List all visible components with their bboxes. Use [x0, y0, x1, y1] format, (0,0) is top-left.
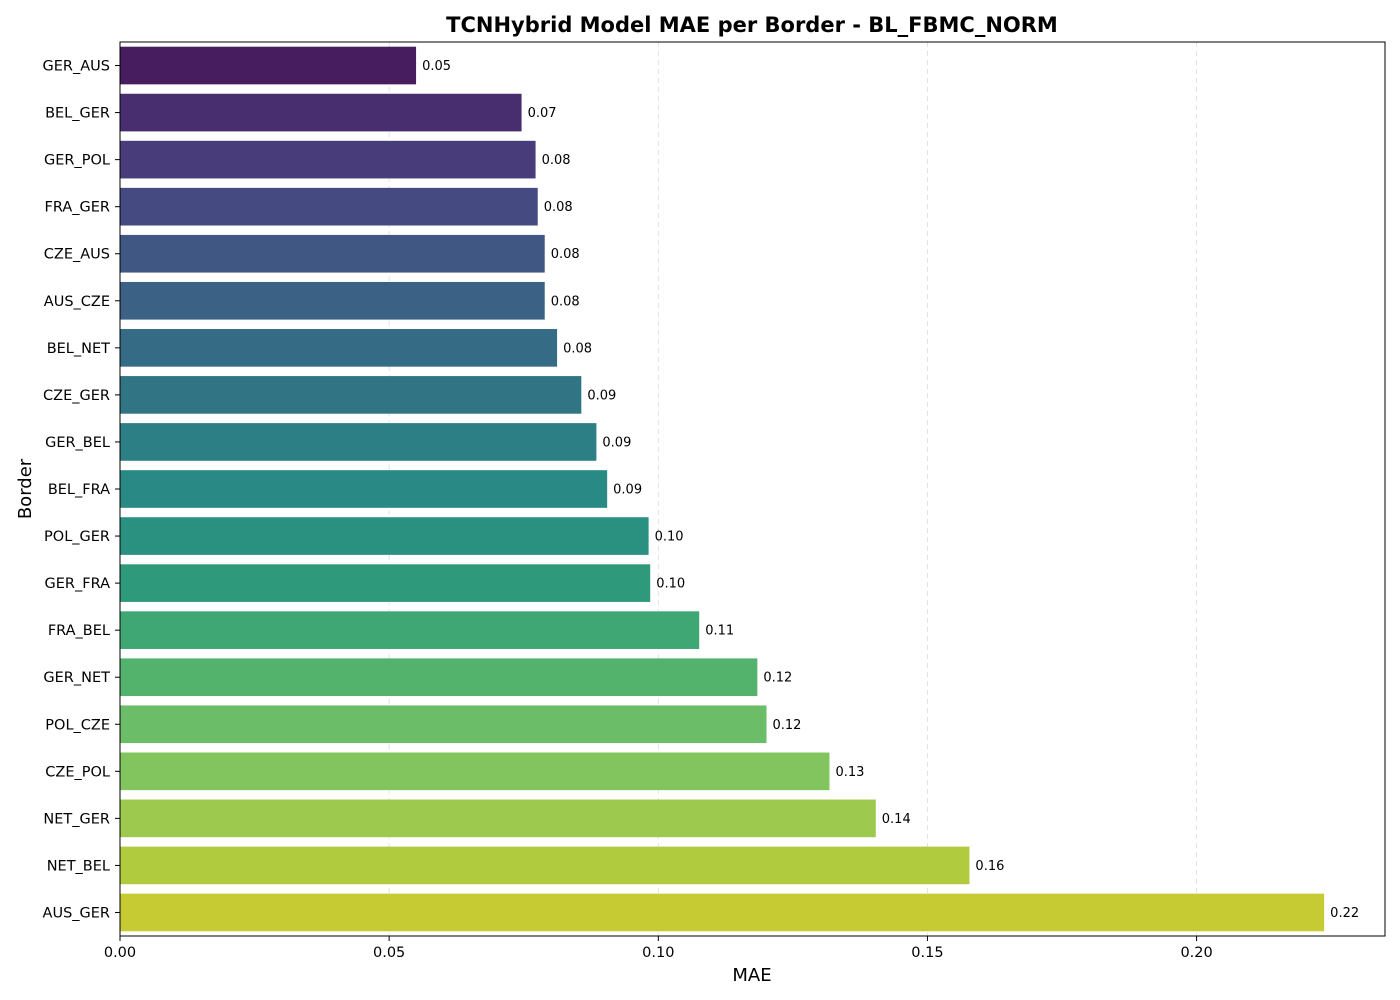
x-tick-label: 0.05 [373, 945, 405, 961]
bar-pol-ger [120, 517, 649, 555]
bar-bel-fra [120, 470, 608, 508]
bar-cze-aus [120, 234, 545, 273]
data-label: 0.09 [602, 435, 631, 450]
y-axis-label: Border [15, 458, 36, 519]
y-tick-label: CZE_POL [45, 764, 110, 780]
y-tick-label: GER_NET [43, 670, 110, 686]
data-label: 0.05 [422, 59, 451, 74]
data-label: 0.22 [1330, 906, 1359, 921]
y-axis-ticks: GER_AUS BEL_GER GER_POL FRA_GER CZE_AUS AUS_C… [43, 59, 120, 921]
y-tick-label: CZE_AUS [44, 247, 110, 263]
y-tick-label: FRA_BEL [48, 623, 110, 639]
bar-cze-ger [120, 376, 582, 414]
x-tick-label: 0.15 [911, 945, 943, 961]
data-label: 0.11 [705, 624, 734, 639]
y-tick-label: BEL_NET [47, 341, 110, 357]
data-label: 0.08 [563, 341, 592, 356]
bar-fra-ger [120, 187, 538, 226]
bar-bel-net [120, 329, 558, 367]
bar-cze-pol [120, 752, 830, 791]
y-tick-label: FRA_GER [45, 200, 110, 216]
data-label: 0.09 [613, 483, 642, 498]
y-tick-label: POL_GER [44, 529, 110, 545]
bar-fra-bel [120, 611, 700, 649]
value-labels: 0.05 0.07 0.08 0.08 0.08 0.08 0.08 0.09 0.09 0.09… [422, 59, 1359, 921]
y-tick-label: GER_FRA [45, 576, 111, 592]
bar-aus-cze [120, 281, 545, 320]
data-label: 0.10 [656, 577, 685, 592]
y-tick-label: BEL_FRA [48, 482, 110, 498]
data-label: 0.08 [551, 247, 580, 262]
y-tick-label: NET_GER [43, 811, 110, 827]
data-label: 0.07 [528, 106, 557, 121]
y-tick-label: GER_AUS [43, 59, 110, 75]
data-label: 0.12 [763, 671, 792, 686]
bars [120, 46, 1325, 932]
x-axis-label: MAE [732, 965, 771, 986]
y-tick-label: GER_POL [44, 153, 110, 169]
plot-frame [119, 41, 1386, 937]
x-tick-label: 0.00 [104, 945, 136, 961]
data-label: 0.16 [975, 859, 1004, 874]
data-label: 0.08 [551, 294, 580, 309]
bar-ger-fra [120, 564, 651, 602]
bar-ger-net [120, 658, 758, 697]
bar-aus-ger [120, 893, 1325, 932]
y-tick-label: POL_CZE [45, 717, 110, 733]
bar-net-bel [120, 846, 970, 885]
data-label: 0.10 [655, 530, 684, 545]
bar-ger-aus [120, 46, 417, 85]
data-label: 0.12 [772, 718, 801, 733]
data-label: 0.13 [835, 765, 864, 780]
bar-net-ger [120, 799, 876, 838]
y-tick-label: BEL_GER [45, 106, 110, 122]
y-tick-label: AUS_CZE [44, 294, 110, 310]
x-tick-label: 0.20 [1180, 945, 1212, 961]
y-tick-label: AUS_GER [43, 905, 110, 921]
x-tick-label: 0.10 [642, 945, 674, 961]
bar-ger-bel [120, 423, 597, 461]
y-tick-label: GER_BEL [45, 435, 110, 451]
bar-pol-cze [120, 705, 767, 744]
y-tick-label: CZE_GER [43, 388, 110, 404]
data-label: 0.08 [544, 200, 573, 215]
data-label: 0.09 [587, 388, 616, 403]
y-tick-label: NET_BEL [47, 858, 110, 874]
chart-title: TCNHybrid Model MAE per Border - BL_FBMC… [446, 13, 1058, 37]
bar-ger-pol [120, 140, 536, 179]
bar-bel-ger [120, 93, 522, 132]
data-label: 0.14 [882, 812, 911, 827]
data-label: 0.08 [542, 153, 571, 168]
x-axis-ticks: 0.00 0.05 0.10 0.15 0.20 [104, 936, 1213, 961]
